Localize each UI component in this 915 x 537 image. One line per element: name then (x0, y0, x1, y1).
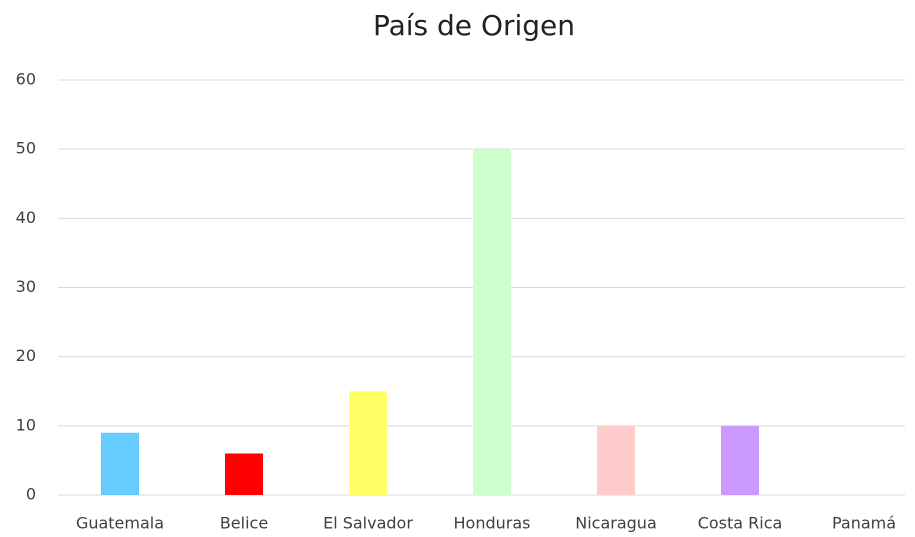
x-tick-label: Honduras (454, 514, 531, 533)
bar (473, 149, 511, 495)
bar (225, 453, 263, 495)
bar (101, 432, 139, 495)
x-tick-label: Belice (220, 514, 268, 533)
x-tick-label: Panamá (832, 514, 896, 533)
y-tick-label: 20 (16, 346, 36, 365)
x-tick-label: Guatemala (76, 514, 164, 533)
y-tick-label: 60 (16, 70, 36, 89)
bar (721, 425, 759, 495)
y-tick-label: 10 (16, 415, 36, 434)
x-tick-label: El Salvador (323, 514, 413, 533)
y-tick-label: 50 (16, 139, 36, 158)
y-tick-label: 0 (26, 485, 36, 504)
y-tick-label: 30 (16, 277, 36, 296)
x-tick-label: Costa Rica (698, 514, 783, 533)
x-tick-label: Nicaragua (575, 514, 657, 533)
bar (349, 391, 387, 495)
chart-title: País de Origen (373, 9, 575, 42)
y-tick-label: 40 (16, 208, 36, 227)
bar (597, 425, 635, 495)
